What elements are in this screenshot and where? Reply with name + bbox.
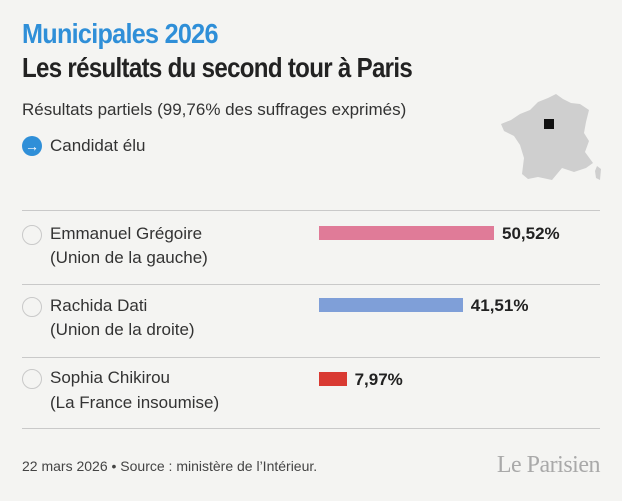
legend-label: Candidat élu — [50, 136, 146, 155]
candidate-name: Emmanuel Grégoire — [50, 224, 203, 243]
bar-emmanuel-gregoire — [319, 226, 494, 240]
candidate-marker — [22, 297, 42, 317]
france-map-icon — [501, 94, 601, 180]
subtitle: Résultats partiels (99,76% des suffrages… — [22, 100, 407, 119]
divider — [22, 357, 600, 358]
value-label: 7,97% — [354, 370, 403, 389]
divider — [22, 428, 600, 429]
arrow-right-icon: → — [22, 136, 42, 156]
bar-rachida-dati — [319, 298, 463, 312]
candidate-party: (Union de la gauche) — [50, 248, 208, 267]
kicker: Municipales 2026 — [22, 18, 218, 49]
candidate-name: Sophia Chikirou — [50, 368, 171, 387]
page-title: Les résultats du second tour à Paris — [22, 52, 413, 83]
divider — [22, 284, 600, 285]
bar-sophia-chikirou — [319, 372, 347, 386]
france-map-shape — [501, 94, 593, 180]
candidate-party: (La France insoumise) — [50, 393, 220, 412]
candidate-marker — [22, 369, 42, 389]
value-label: 41,51% — [470, 296, 529, 315]
candidate-party: (Union de la droite) — [50, 320, 195, 339]
candidate-marker — [22, 225, 42, 245]
paris-marker — [544, 119, 554, 129]
corsica-shape — [595, 166, 601, 180]
divider — [22, 210, 600, 211]
source-note: 22 mars 2026 • Source : ministère de l’I… — [22, 458, 318, 474]
legend: → Candidat élu — [22, 136, 145, 156]
value-label: 50,52% — [502, 224, 560, 243]
candidate-name: Rachida Dati — [50, 296, 148, 315]
le-parisien-logo: Le Parisien — [496, 452, 601, 478]
